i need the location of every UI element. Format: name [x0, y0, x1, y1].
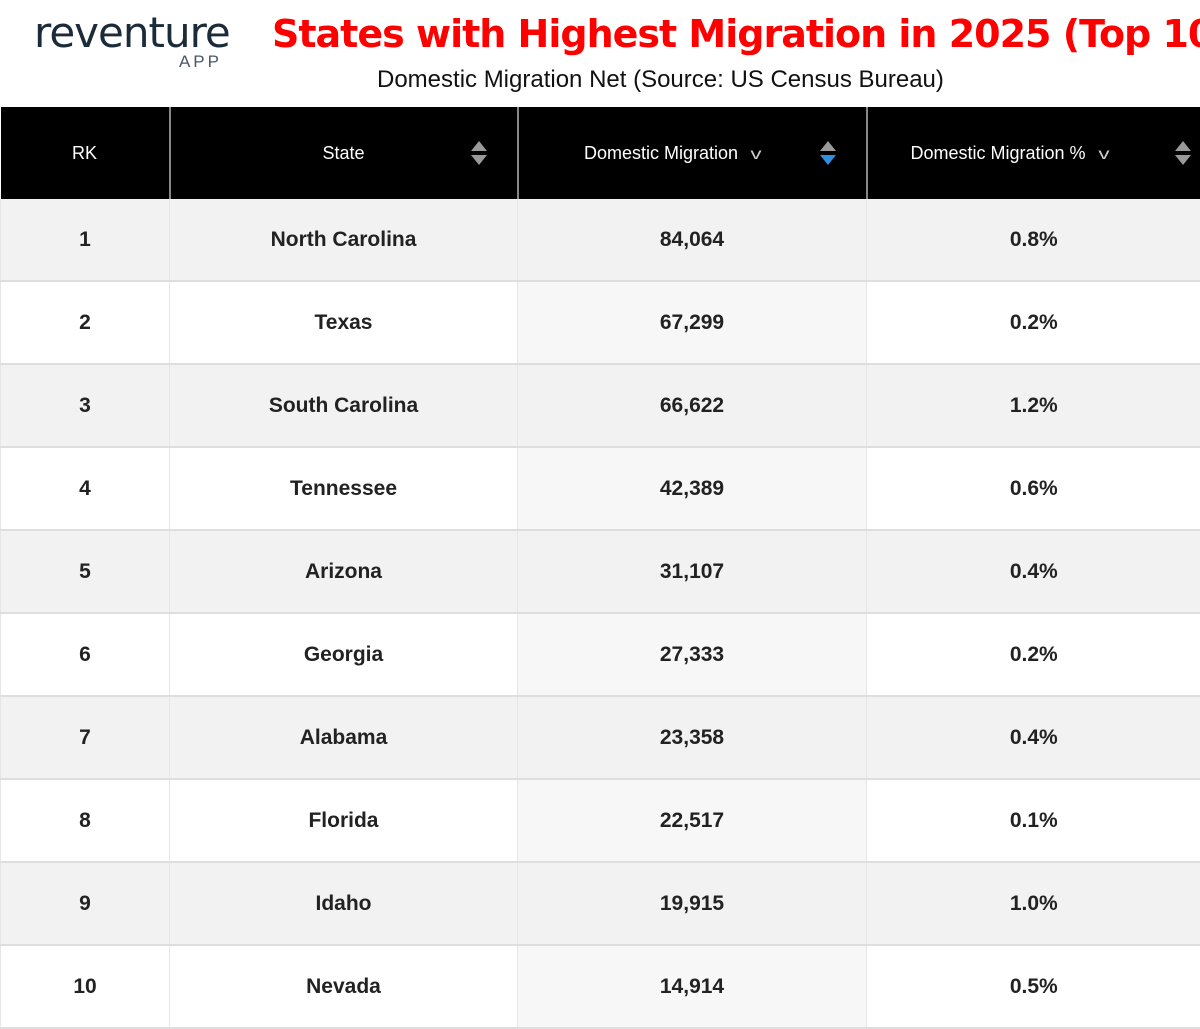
cell-domestic-migration-pct: 1.0% — [867, 862, 1200, 945]
page-subtitle: Domestic Migration Net (Source: US Censu… — [377, 66, 944, 94]
cell-state: Nevada — [170, 945, 518, 1028]
cell-state: Arizona — [170, 530, 518, 613]
column-header-state[interactable]: State — [170, 107, 518, 199]
cell-domestic-migration: 67,299 — [518, 281, 867, 364]
cell-state: Idaho — [170, 862, 518, 945]
cell-domestic-migration-pct: 0.4% — [867, 530, 1200, 613]
header-label: Domestic Migration % — [910, 143, 1085, 163]
cell-domestic-migration: 23,358 — [518, 696, 867, 779]
column-header-domestic-migration-pct[interactable]: Domestic Migration % v — [867, 107, 1200, 199]
cell-state: Tennessee — [170, 447, 518, 530]
cell-state: Texas — [170, 281, 518, 364]
cell-rank: 5 — [1, 530, 170, 613]
cell-rank: 4 — [1, 447, 170, 530]
cell-state: Georgia — [170, 613, 518, 696]
cell-rank: 6 — [1, 613, 170, 696]
cell-state: Alabama — [170, 696, 518, 779]
logo-wordmark: reventure — [34, 10, 224, 56]
cell-state: South Carolina — [170, 364, 518, 447]
cell-domestic-migration-pct: 0.8% — [867, 199, 1200, 281]
sort-icon[interactable] — [1175, 139, 1191, 167]
cell-domestic-migration-pct: 0.2% — [867, 613, 1200, 696]
cell-domestic-migration-pct: 0.4% — [867, 696, 1200, 779]
cell-domestic-migration-pct: 1.2% — [867, 364, 1200, 447]
cell-domestic-migration: 66,622 — [518, 364, 867, 447]
cell-domestic-migration: 31,107 — [518, 530, 867, 613]
cell-domestic-migration: 14,914 — [518, 945, 867, 1028]
column-header-rank[interactable]: RK — [1, 107, 170, 199]
table-header-row: RK State Domestic Migration v Domestic Mi… — [1, 107, 1200, 199]
chevron-down-icon[interactable]: v — [1098, 146, 1109, 164]
reventure-logo: reventure APP — [34, 10, 224, 72]
cell-rank: 1 — [1, 199, 170, 281]
header-label: State — [322, 143, 364, 163]
cell-domestic-migration: 84,064 — [518, 199, 867, 281]
cell-rank: 9 — [1, 862, 170, 945]
migration-table: RK State Domestic Migration v Domestic Mi… — [0, 107, 1200, 1029]
cell-domestic-migration-pct: 0.2% — [867, 281, 1200, 364]
cell-rank: 10 — [1, 945, 170, 1028]
cell-domestic-migration: 42,389 — [518, 447, 867, 530]
cell-state: North Carolina — [170, 199, 518, 281]
cell-rank: 3 — [1, 364, 170, 447]
header-label: Domestic Migration — [584, 143, 738, 163]
page-title: States with Highest Migration in 2025 (T… — [272, 12, 1200, 56]
chevron-down-icon[interactable]: v — [750, 146, 761, 164]
cell-domestic-migration-pct: 0.1% — [867, 779, 1200, 862]
cell-domestic-migration: 27,333 — [518, 613, 867, 696]
cell-domestic-migration: 22,517 — [518, 779, 867, 862]
cell-domestic-migration-pct: 0.6% — [867, 447, 1200, 530]
sort-desc-active-icon[interactable] — [820, 139, 836, 167]
cell-rank: 8 — [1, 779, 170, 862]
sort-icon[interactable] — [471, 139, 487, 167]
cell-rank: 7 — [1, 696, 170, 779]
cell-rank: 2 — [1, 281, 170, 364]
cell-domestic-migration: 19,915 — [518, 862, 867, 945]
cell-state: Florida — [170, 779, 518, 862]
column-header-domestic-migration[interactable]: Domestic Migration v — [518, 107, 867, 199]
cell-domestic-migration-pct: 0.5% — [867, 945, 1200, 1028]
header-label: RK — [72, 143, 97, 163]
